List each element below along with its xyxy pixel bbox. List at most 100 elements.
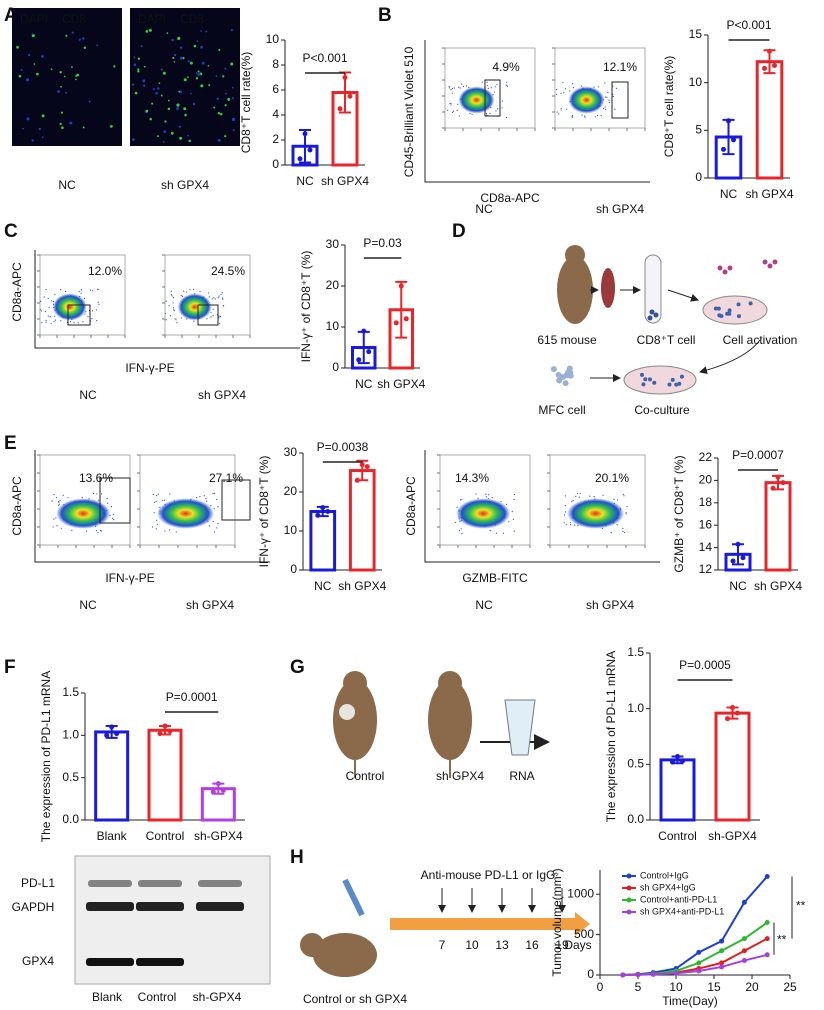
data-point bbox=[315, 512, 321, 518]
event-dot bbox=[78, 291, 80, 293]
gate-percent: 12.1% bbox=[603, 60, 637, 74]
event-dot bbox=[613, 498, 615, 500]
cell-dot bbox=[224, 104, 227, 107]
group-label: NC bbox=[475, 598, 493, 612]
data-point bbox=[354, 477, 360, 483]
event-dot bbox=[50, 323, 52, 325]
cell-dot bbox=[176, 103, 180, 107]
event-dot bbox=[569, 523, 572, 526]
y-tick-label: 1000 bbox=[567, 886, 594, 900]
event-dot bbox=[41, 310, 43, 312]
y-tick-label: 1.0 bbox=[627, 701, 644, 715]
cell bbox=[647, 377, 652, 382]
panel-letter: H bbox=[290, 847, 304, 868]
band bbox=[138, 880, 182, 887]
mouse-head bbox=[438, 671, 462, 695]
event-dot bbox=[77, 322, 79, 324]
event-dot bbox=[69, 320, 72, 323]
event-dot bbox=[213, 297, 215, 299]
x-tick-label: sh GPX4 bbox=[754, 579, 802, 593]
event-dot bbox=[501, 107, 503, 109]
event-dot bbox=[156, 519, 158, 521]
x-tick-label: Control bbox=[146, 829, 185, 843]
event-dot bbox=[164, 312, 167, 315]
event-dot bbox=[565, 524, 567, 526]
cell-dot bbox=[69, 121, 73, 125]
diagram-label: Control or sh GPX4 bbox=[303, 992, 407, 1006]
data-point bbox=[675, 754, 680, 760]
cell-dot bbox=[145, 109, 149, 113]
event-dot bbox=[180, 294, 182, 297]
event-dot bbox=[458, 530, 461, 532]
event-dot bbox=[566, 108, 568, 110]
event-dot bbox=[603, 107, 605, 110]
event-dot bbox=[615, 87, 618, 89]
error-bar bbox=[395, 280, 408, 339]
panel-letter: E bbox=[4, 433, 17, 454]
event-dot bbox=[572, 87, 574, 89]
event-dot bbox=[151, 526, 154, 528]
data-point bbox=[356, 357, 362, 363]
cell-dot bbox=[200, 30, 202, 32]
event-dot bbox=[186, 291, 188, 293]
day-label: Days bbox=[564, 938, 591, 952]
event-dot bbox=[450, 89, 452, 91]
event-dot bbox=[45, 321, 47, 323]
cell-dot bbox=[142, 79, 146, 83]
data-point bbox=[210, 789, 216, 795]
data-point bbox=[337, 106, 343, 112]
cell-dot bbox=[137, 57, 141, 60]
data-point bbox=[320, 505, 326, 511]
data-point bbox=[635, 972, 641, 978]
mouse-head bbox=[300, 933, 324, 957]
event-dot bbox=[180, 317, 182, 319]
axis bbox=[707, 35, 790, 179]
tube bbox=[504, 699, 536, 756]
data-point bbox=[297, 156, 303, 162]
cell-dot bbox=[215, 75, 218, 78]
event-dot bbox=[513, 493, 515, 496]
y-tick-label: 10 bbox=[266, 32, 280, 46]
event-dot bbox=[481, 81, 483, 83]
event-dot bbox=[584, 116, 586, 118]
event-dot bbox=[82, 321, 84, 323]
x-tick-label: 0 bbox=[597, 980, 604, 994]
day-label: 13 bbox=[495, 938, 509, 952]
event-dot bbox=[112, 513, 115, 515]
event-dot bbox=[213, 492, 216, 494]
event-dot bbox=[53, 321, 55, 323]
data-point bbox=[696, 968, 702, 974]
event-dot bbox=[488, 494, 490, 496]
legend-marker bbox=[626, 873, 632, 879]
data-point bbox=[215, 781, 221, 787]
bar bbox=[94, 730, 130, 822]
x-tick-label: 20 bbox=[745, 980, 759, 994]
event-dot bbox=[594, 116, 596, 118]
x-tick-label: NC bbox=[314, 579, 332, 593]
event-dot bbox=[60, 289, 62, 291]
mfc-cell bbox=[556, 377, 563, 384]
cell-dot bbox=[224, 67, 227, 70]
event-dot bbox=[622, 493, 624, 496]
event-dot bbox=[556, 89, 558, 91]
event-dot bbox=[205, 497, 207, 500]
event-dot bbox=[572, 83, 574, 85]
data-point bbox=[719, 964, 725, 970]
axis bbox=[34, 250, 300, 349]
axis-label: GZMB-FITC bbox=[462, 571, 528, 585]
event-dot bbox=[80, 289, 83, 291]
event-dot bbox=[168, 529, 171, 531]
cell-dot bbox=[195, 72, 198, 74]
data-point bbox=[741, 948, 747, 954]
event-dot bbox=[218, 295, 220, 297]
bar bbox=[309, 510, 337, 572]
cell-dot bbox=[197, 70, 200, 73]
event-dot bbox=[489, 530, 491, 532]
event-dot bbox=[171, 295, 173, 297]
event-dot bbox=[213, 531, 216, 533]
data-point bbox=[680, 758, 685, 764]
cell-dot bbox=[230, 62, 234, 66]
event-dot bbox=[222, 305, 225, 307]
event-dot bbox=[217, 522, 219, 525]
cell-dot bbox=[132, 138, 135, 141]
